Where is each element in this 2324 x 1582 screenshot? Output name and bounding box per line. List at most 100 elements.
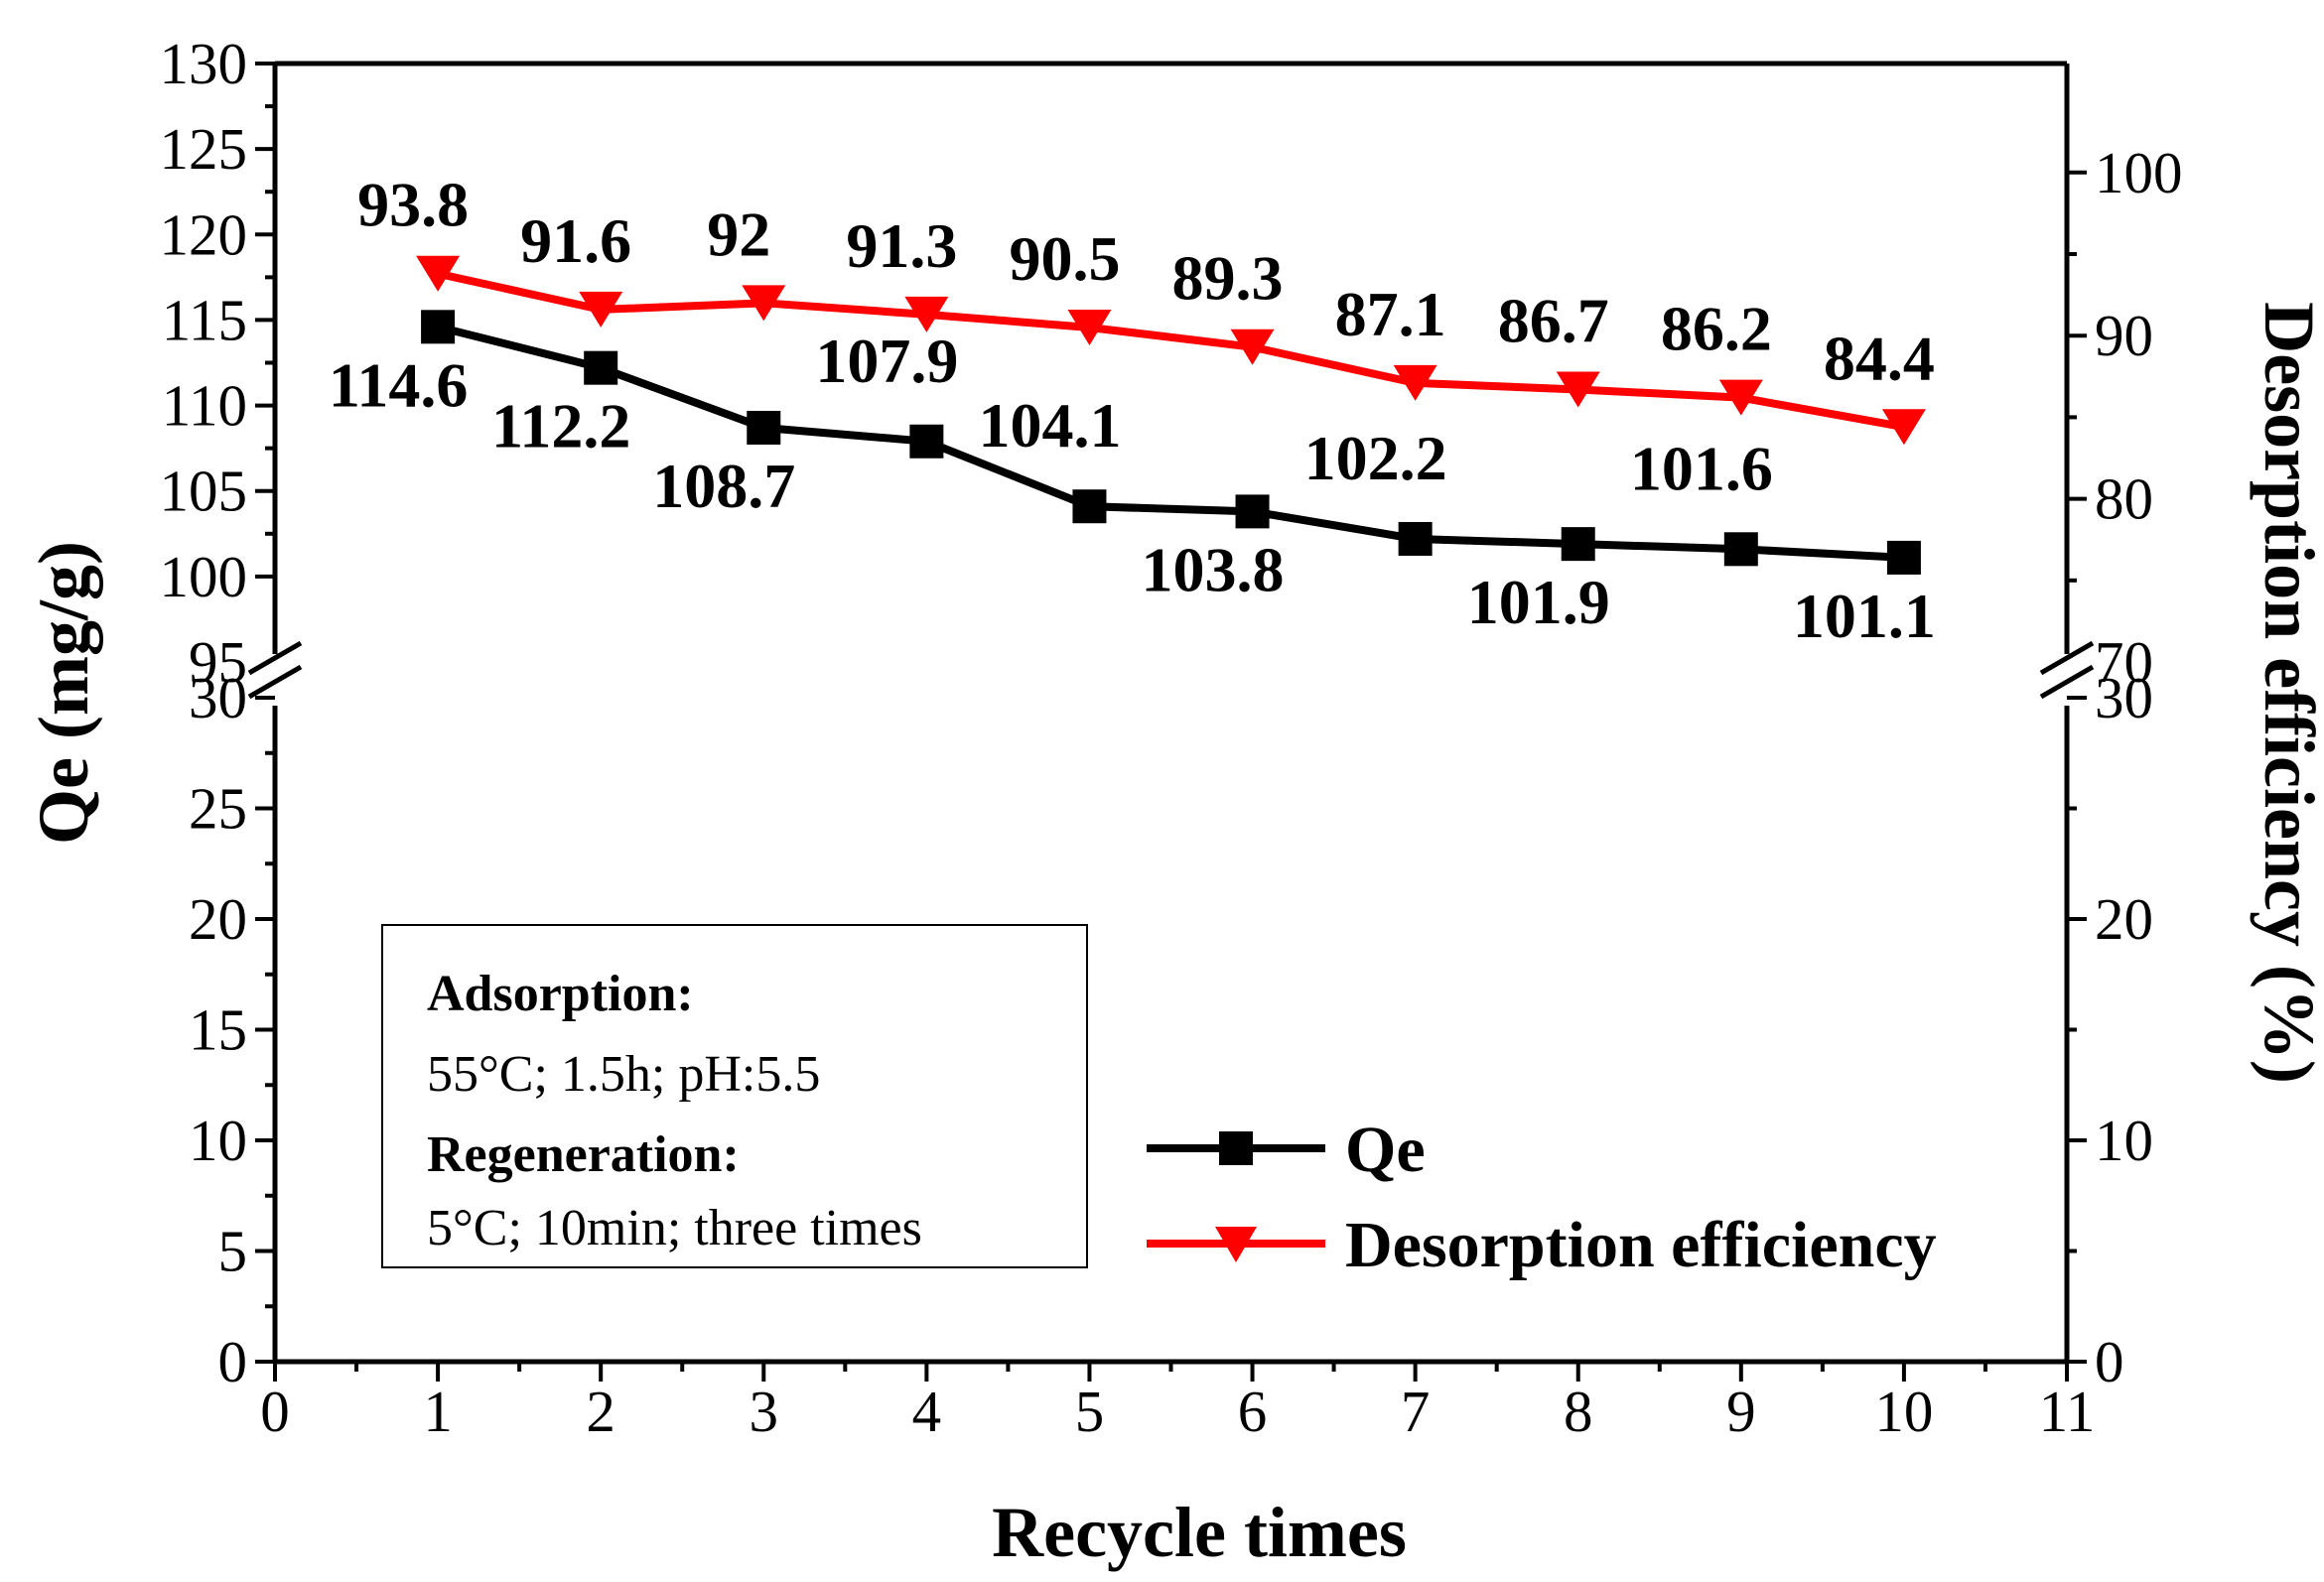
qe-data-label: 108.7 xyxy=(652,451,795,521)
desorption-data-label: 84.4 xyxy=(1824,323,1935,393)
right-tick-label: 70 xyxy=(2095,629,2153,695)
desorption-point xyxy=(1067,309,1112,345)
desorption-data-label: 89.3 xyxy=(1172,243,1284,314)
left-tick-label: 115 xyxy=(162,287,247,352)
desorption-point xyxy=(1230,329,1275,365)
desorption-data-label: 91.6 xyxy=(520,205,631,276)
qe-point xyxy=(584,350,618,385)
x-tick-label: 1 xyxy=(423,1379,453,1444)
desorption-point xyxy=(1881,409,1926,446)
desorption-point xyxy=(416,255,461,292)
desorption-data-label: 86.2 xyxy=(1661,294,1772,364)
qe-data-label: 112.2 xyxy=(491,391,630,461)
left-tick-label: 0 xyxy=(218,1329,248,1394)
left-tick-label: 25 xyxy=(189,776,247,842)
data-labels: 114.6 112.2 108.7 107.9 104.1 103.8 102.2 101.9… xyxy=(329,170,1936,651)
desorption-point xyxy=(1718,379,1763,416)
x-tick-label: 9 xyxy=(1726,1379,1756,1444)
right-axis-break-mark xyxy=(2039,664,2095,700)
desorption-point xyxy=(1393,364,1437,401)
qe-point xyxy=(1398,521,1433,556)
right-tick-label: 20 xyxy=(2095,886,2153,952)
right-tick-label: 90 xyxy=(2095,303,2153,368)
x-tick-label: 3 xyxy=(750,1379,779,1444)
qe-point xyxy=(421,310,456,344)
desorption-data-label: 92 xyxy=(707,198,770,269)
left-tick-label: 100 xyxy=(160,544,248,609)
x-tick-label: 10 xyxy=(1874,1379,1933,1444)
qe-data-label: 102.2 xyxy=(1304,423,1447,493)
left-axis-title: Qe (mg/g) xyxy=(24,541,103,845)
desorption-point xyxy=(742,285,786,322)
left-tick-label: 95 xyxy=(189,629,247,695)
x-tick-label: 6 xyxy=(1238,1379,1268,1444)
left-axis-break-mark xyxy=(247,640,303,676)
desorption-data-label: 86.7 xyxy=(1498,285,1609,355)
desorption-data-label: 87.1 xyxy=(1335,279,1446,349)
legend-qe-marker xyxy=(1219,1131,1253,1165)
desorption-data-label: 93.8 xyxy=(357,170,469,240)
x-tick-label: 4 xyxy=(912,1379,942,1444)
qe-point xyxy=(1072,489,1107,524)
qe-data-label: 114.6 xyxy=(329,349,468,420)
adsorption-title: Adsorption: xyxy=(427,966,694,1022)
x-tick-label: 0 xyxy=(260,1379,290,1444)
left-axis-ticks: 95 100 105 110 115 120 125 130 0 5 10 15 20 25 30 xyxy=(160,31,275,1394)
qe-point xyxy=(909,424,944,459)
left-tick-label: 125 xyxy=(160,116,248,182)
left-tick-label: 110 xyxy=(162,373,247,439)
legend-desorption-marker xyxy=(1215,1227,1257,1262)
right-axis-break-mark xyxy=(2039,640,2095,676)
qe-data-label: 103.8 xyxy=(1142,534,1285,604)
qe-data-label: 104.1 xyxy=(978,390,1121,461)
series-group xyxy=(416,255,1926,575)
x-tick-label: 11 xyxy=(2039,1379,2096,1444)
left-tick-label: 130 xyxy=(160,31,248,96)
right-tick-label: 100 xyxy=(2095,140,2183,205)
x-tick-label: 2 xyxy=(586,1379,615,1444)
adsorption-text: 55°C; 1.5h; pH:5.5 xyxy=(427,1046,820,1103)
qe-point xyxy=(1235,494,1270,529)
right-tick-label: 80 xyxy=(2095,466,2153,532)
desorption-point xyxy=(579,291,623,328)
desorption-data-label: 90.5 xyxy=(1009,223,1120,294)
right-tick-label: 30 xyxy=(2095,665,2153,730)
left-tick-label: 30 xyxy=(189,665,247,730)
desorption-point xyxy=(904,296,949,332)
x-axis-title: Recycle times xyxy=(992,1493,1407,1572)
left-tick-label: 5 xyxy=(218,1219,248,1284)
legend-qe-label: Qe xyxy=(1345,1114,1426,1186)
right-axis-title: Desorption efficiency (%) xyxy=(2250,302,2324,1084)
x-tick-label: 5 xyxy=(1075,1379,1105,1444)
left-tick-label: 10 xyxy=(189,1108,247,1173)
conditions-box: Adsorption: 55°C; 1.5h; pH:5.5 Regenerat… xyxy=(381,924,1088,1268)
qe-point xyxy=(747,410,781,445)
x-tick-label: 7 xyxy=(1401,1379,1431,1444)
legend: Qe Desorption efficiency xyxy=(1147,1114,1937,1281)
conditions-box-border xyxy=(381,924,1088,1268)
x-axis-ticks: 0 1 2 3 4 5 6 7 8 9 10 11 xyxy=(260,1362,2095,1444)
qe-data-label: 107.9 xyxy=(815,326,958,396)
left-tick-label: 15 xyxy=(189,997,247,1063)
qe-data-label: 101.1 xyxy=(1793,581,1936,651)
left-tick-label: 120 xyxy=(160,201,248,267)
qe-point xyxy=(1886,540,1921,575)
right-axis-ticks: 70 80 90 100 0 10 20 30 xyxy=(2067,140,2183,1394)
right-tick-label: 0 xyxy=(2095,1329,2124,1394)
left-tick-label: 20 xyxy=(189,886,247,952)
qe-data-label: 101.9 xyxy=(1467,567,1610,637)
desorption-data-label: 91.3 xyxy=(846,210,957,281)
qe-point xyxy=(1723,532,1758,567)
x-tick-label: 8 xyxy=(1564,1379,1593,1444)
desorption-series-line xyxy=(437,269,1905,432)
right-tick-label: 10 xyxy=(2095,1108,2153,1173)
regeneration-title: Regeneration: xyxy=(427,1126,740,1183)
qe-point xyxy=(1561,527,1595,562)
legend-desorption-label: Desorption efficiency xyxy=(1345,1209,1937,1281)
desorption-point xyxy=(1556,371,1600,408)
left-tick-label: 105 xyxy=(160,459,248,524)
qe-data-label: 101.6 xyxy=(1630,433,1773,503)
qe-series-line xyxy=(437,323,1905,562)
regeneration-text: 5°C; 10min; three times xyxy=(427,1200,922,1256)
